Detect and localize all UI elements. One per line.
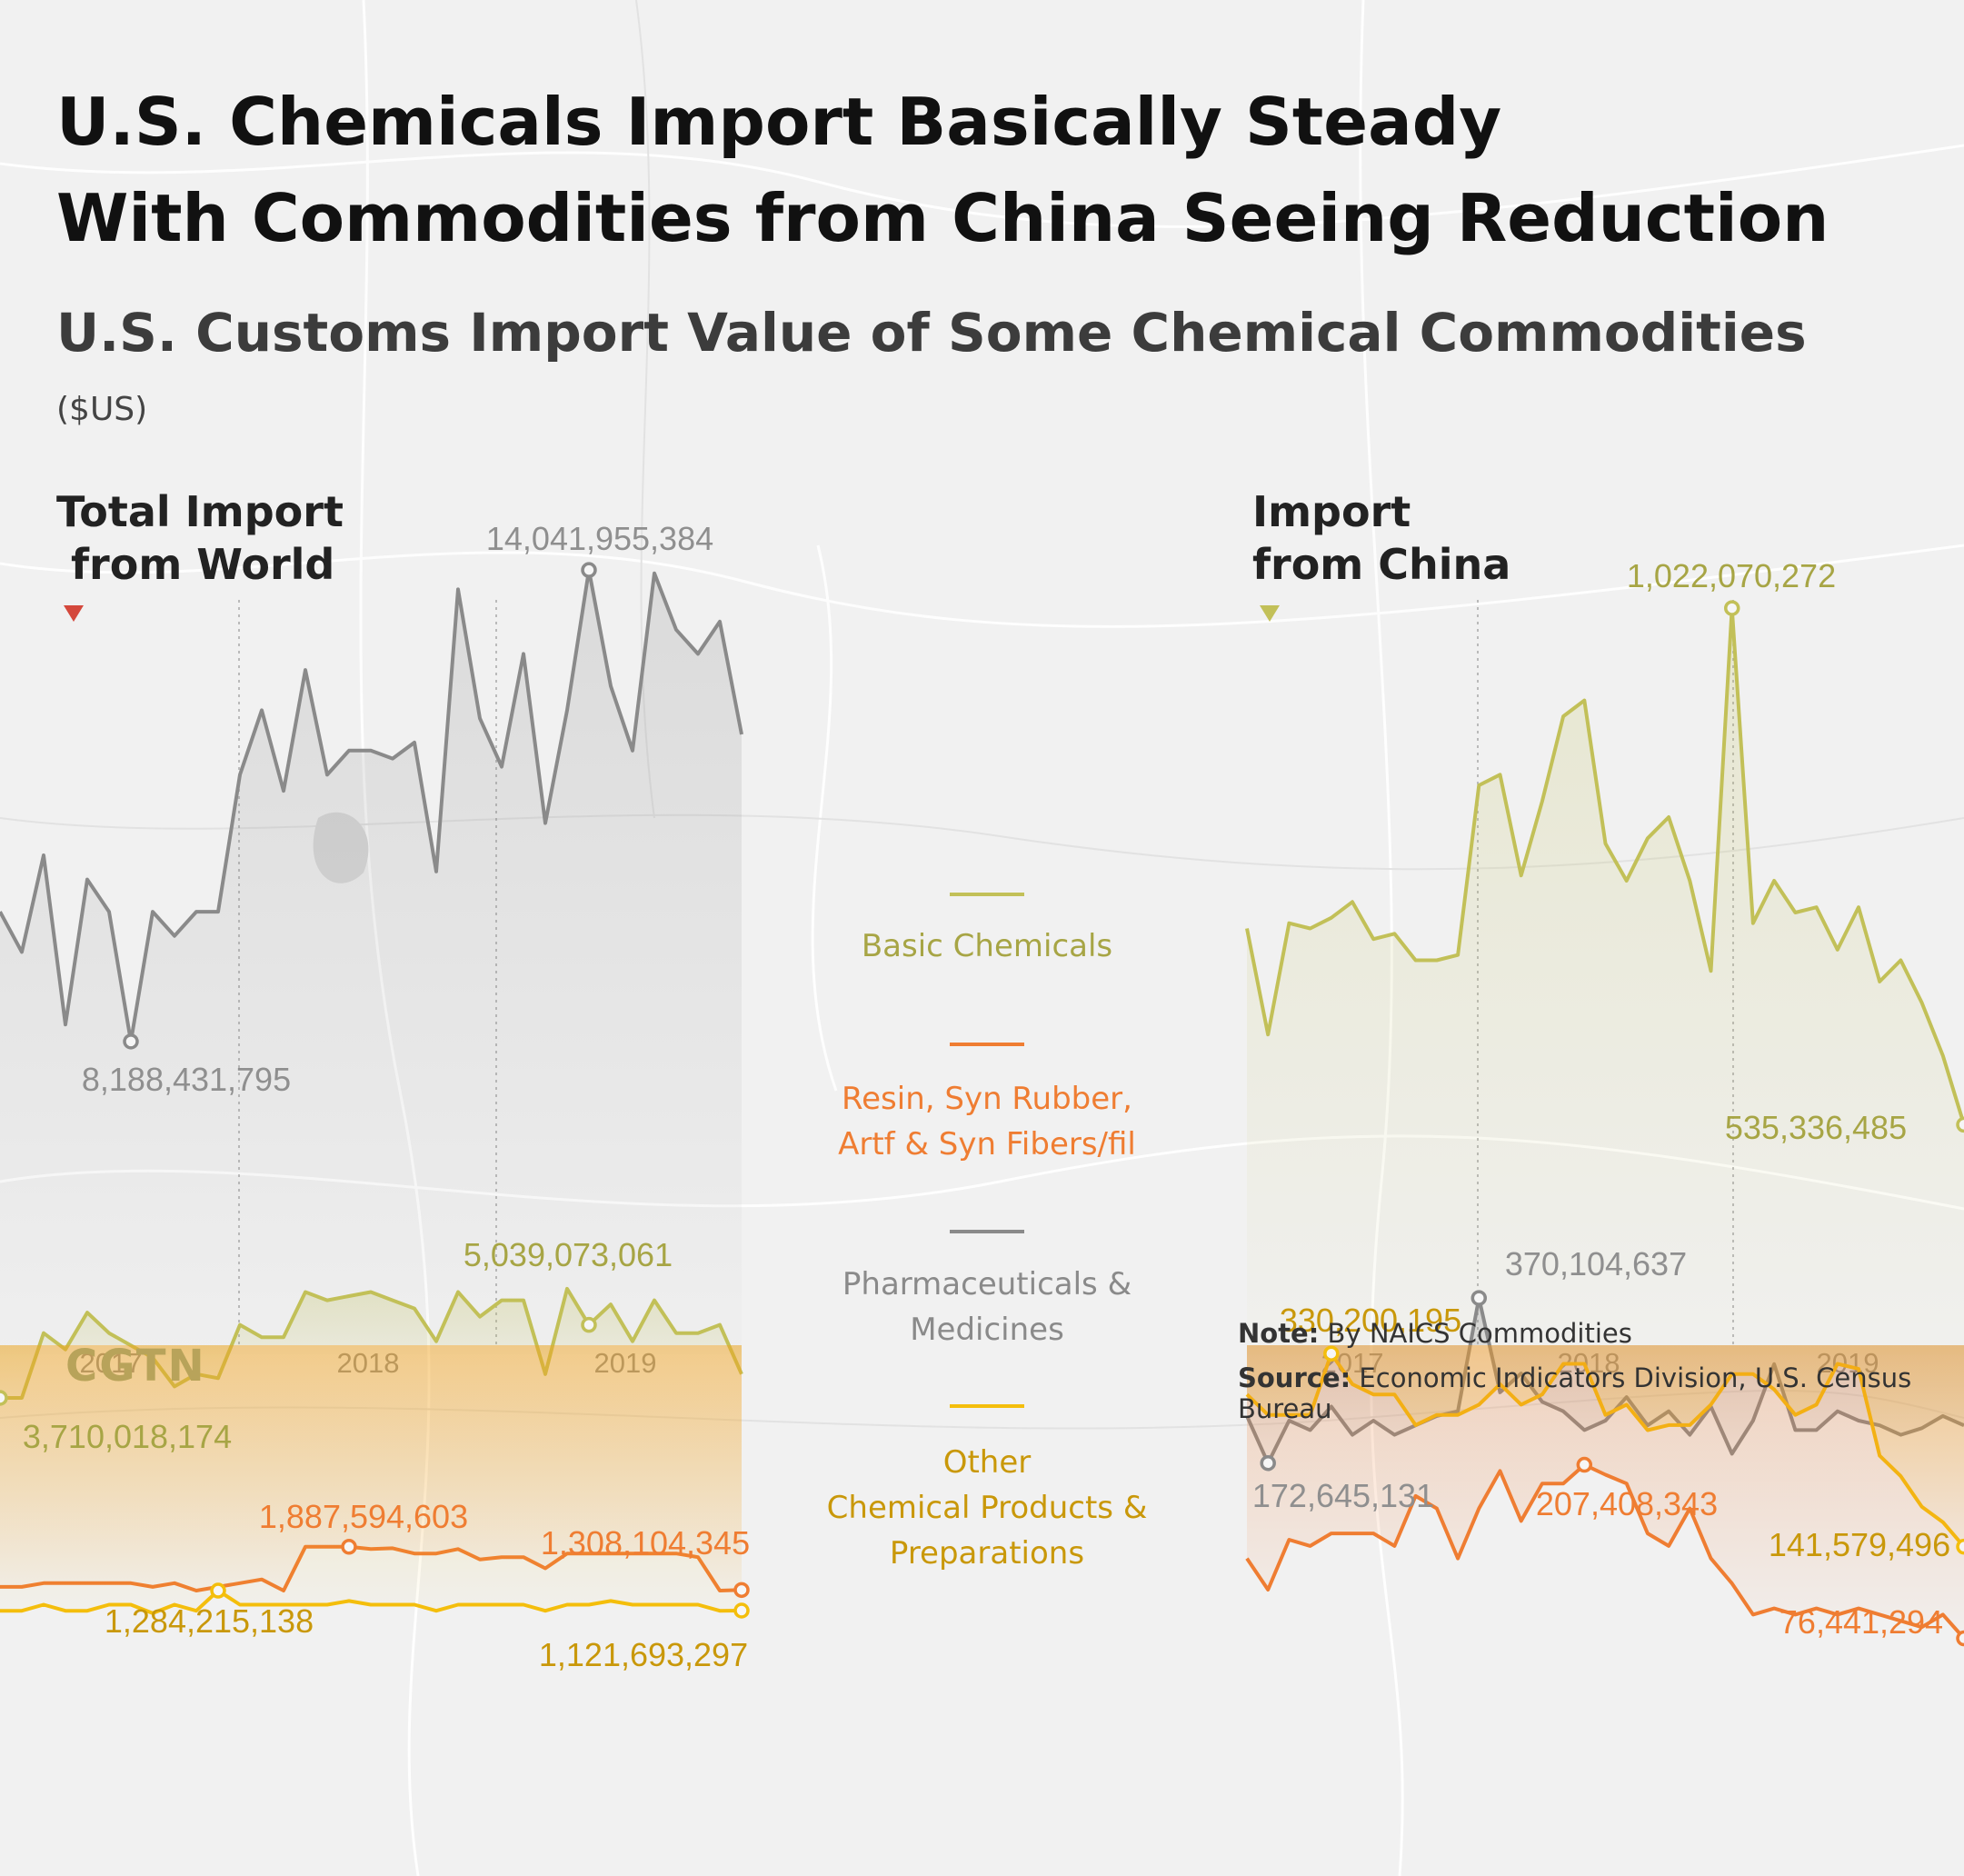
legend-swatch-basic-chemicals <box>950 893 1024 896</box>
legend-swatch-pharmaceuticals <box>950 1230 1024 1233</box>
data-label: 5,039,073,061 <box>464 1236 673 1273</box>
down-arrow-icon <box>1260 605 1280 622</box>
note-label: Note: <box>1238 1318 1320 1349</box>
data-label: 14,041,955,384 <box>486 520 713 557</box>
point-marker <box>123 1033 139 1050</box>
data-label: 535,336,485 <box>1725 1109 1907 1146</box>
source-text: Economic Indicators Division, U.S. Censu… <box>1238 1362 1912 1424</box>
line-pharmaceuticals-medicines <box>0 568 743 1043</box>
subtitle: U.S. Customs Import Value of Some Chemic… <box>56 302 1807 364</box>
cgtn-logo: CGTN <box>65 1341 206 1392</box>
data-label: 76,441,294 <box>1780 1603 1943 1641</box>
point-marker <box>1956 1538 1964 1555</box>
world-panel-title-line-2: from World <box>56 540 335 589</box>
point-marker <box>581 562 597 578</box>
data-label: 8,188,431,795 <box>82 1061 291 1098</box>
area-resin-syn-rubber-artf-syn-fibers-fil <box>1247 1345 1964 1639</box>
data-label: 1,121,693,297 <box>539 1636 748 1673</box>
title-line-1: U.S. Chemicals Import Basically Steady <box>56 84 1502 160</box>
world-panel-title: Total Import from World <box>56 485 344 591</box>
line-basic-chemicals <box>0 1286 743 1400</box>
point-marker <box>341 1539 357 1555</box>
point-marker <box>581 1316 597 1333</box>
legend-label-resin: Resin, Syn Rubber, Artf & Syn Fibers/fil <box>838 1081 1136 1163</box>
data-label: 207,408,343 <box>1536 1485 1718 1522</box>
china-panel-title: Import from China <box>1252 485 1510 591</box>
world-panel-title-line-1: Total Import <box>56 487 344 536</box>
point-marker <box>1576 1456 1593 1473</box>
legend-label-other-chemicals: Other Chemical Products & Preparations <box>826 1444 1148 1572</box>
point-marker <box>1323 1345 1340 1362</box>
legend-swatch-other-chemicals <box>950 1404 1024 1408</box>
point-marker <box>0 1390 8 1406</box>
legend-label-basic-chemicals: Basic Chemicals <box>861 928 1113 964</box>
china-panel-title-line-2: from China <box>1252 540 1511 589</box>
source-line: Source: Economic Indicators Division, U.… <box>1238 1362 1964 1424</box>
data-label: 141,579,496 <box>1769 1526 1950 1563</box>
data-label: 3,710,018,174 <box>23 1418 232 1455</box>
data-label: 1,308,104,345 <box>541 1524 750 1562</box>
note-text: By NAICS Commodities <box>1319 1318 1632 1349</box>
point-marker <box>733 1602 750 1619</box>
point-marker <box>210 1582 226 1599</box>
legend-swatch-resin <box>950 1043 1024 1046</box>
data-label: 1,887,594,603 <box>259 1498 468 1535</box>
line-basic-chemicals <box>1245 606 1964 1125</box>
line-other-chemical-products-preparations <box>0 1589 743 1615</box>
point-marker <box>1471 1290 1488 1306</box>
area-other-chemical-products-preparations <box>0 1345 742 1613</box>
unit-label: ($US) <box>56 391 148 428</box>
area-pharmaceuticals-medicines <box>0 570 742 1354</box>
data-label: 172,645,131 <box>1252 1477 1434 1514</box>
area-basic-chemicals <box>1247 608 1964 1354</box>
data-label: 370,104,637 <box>1505 1245 1687 1282</box>
point-marker <box>1956 1630 1964 1647</box>
data-label: 1,022,070,272 <box>1627 557 1836 594</box>
data-label: 330,200,195 <box>1280 1302 1461 1339</box>
point-marker <box>733 1582 750 1599</box>
down-arrow-icon <box>64 605 84 622</box>
source-label: Source: <box>1238 1362 1351 1393</box>
data-label: 1,284,215,138 <box>105 1602 314 1640</box>
title-line-2: With Commodities from China Seeing Reduc… <box>56 180 1829 256</box>
point-marker <box>1723 600 1740 616</box>
china-panel-title-line-1: Import <box>1252 487 1411 536</box>
footnote: Note: By NAICS Commodities <box>1238 1318 1632 1349</box>
point-marker <box>1956 1116 1964 1133</box>
point-marker <box>1260 1454 1276 1472</box>
legend-label-pharmaceuticals: Pharmaceuticals & Medicines <box>842 1266 1132 1348</box>
line-resin-syn-rubber-artf-syn-fibers-fil <box>1245 1462 1964 1640</box>
